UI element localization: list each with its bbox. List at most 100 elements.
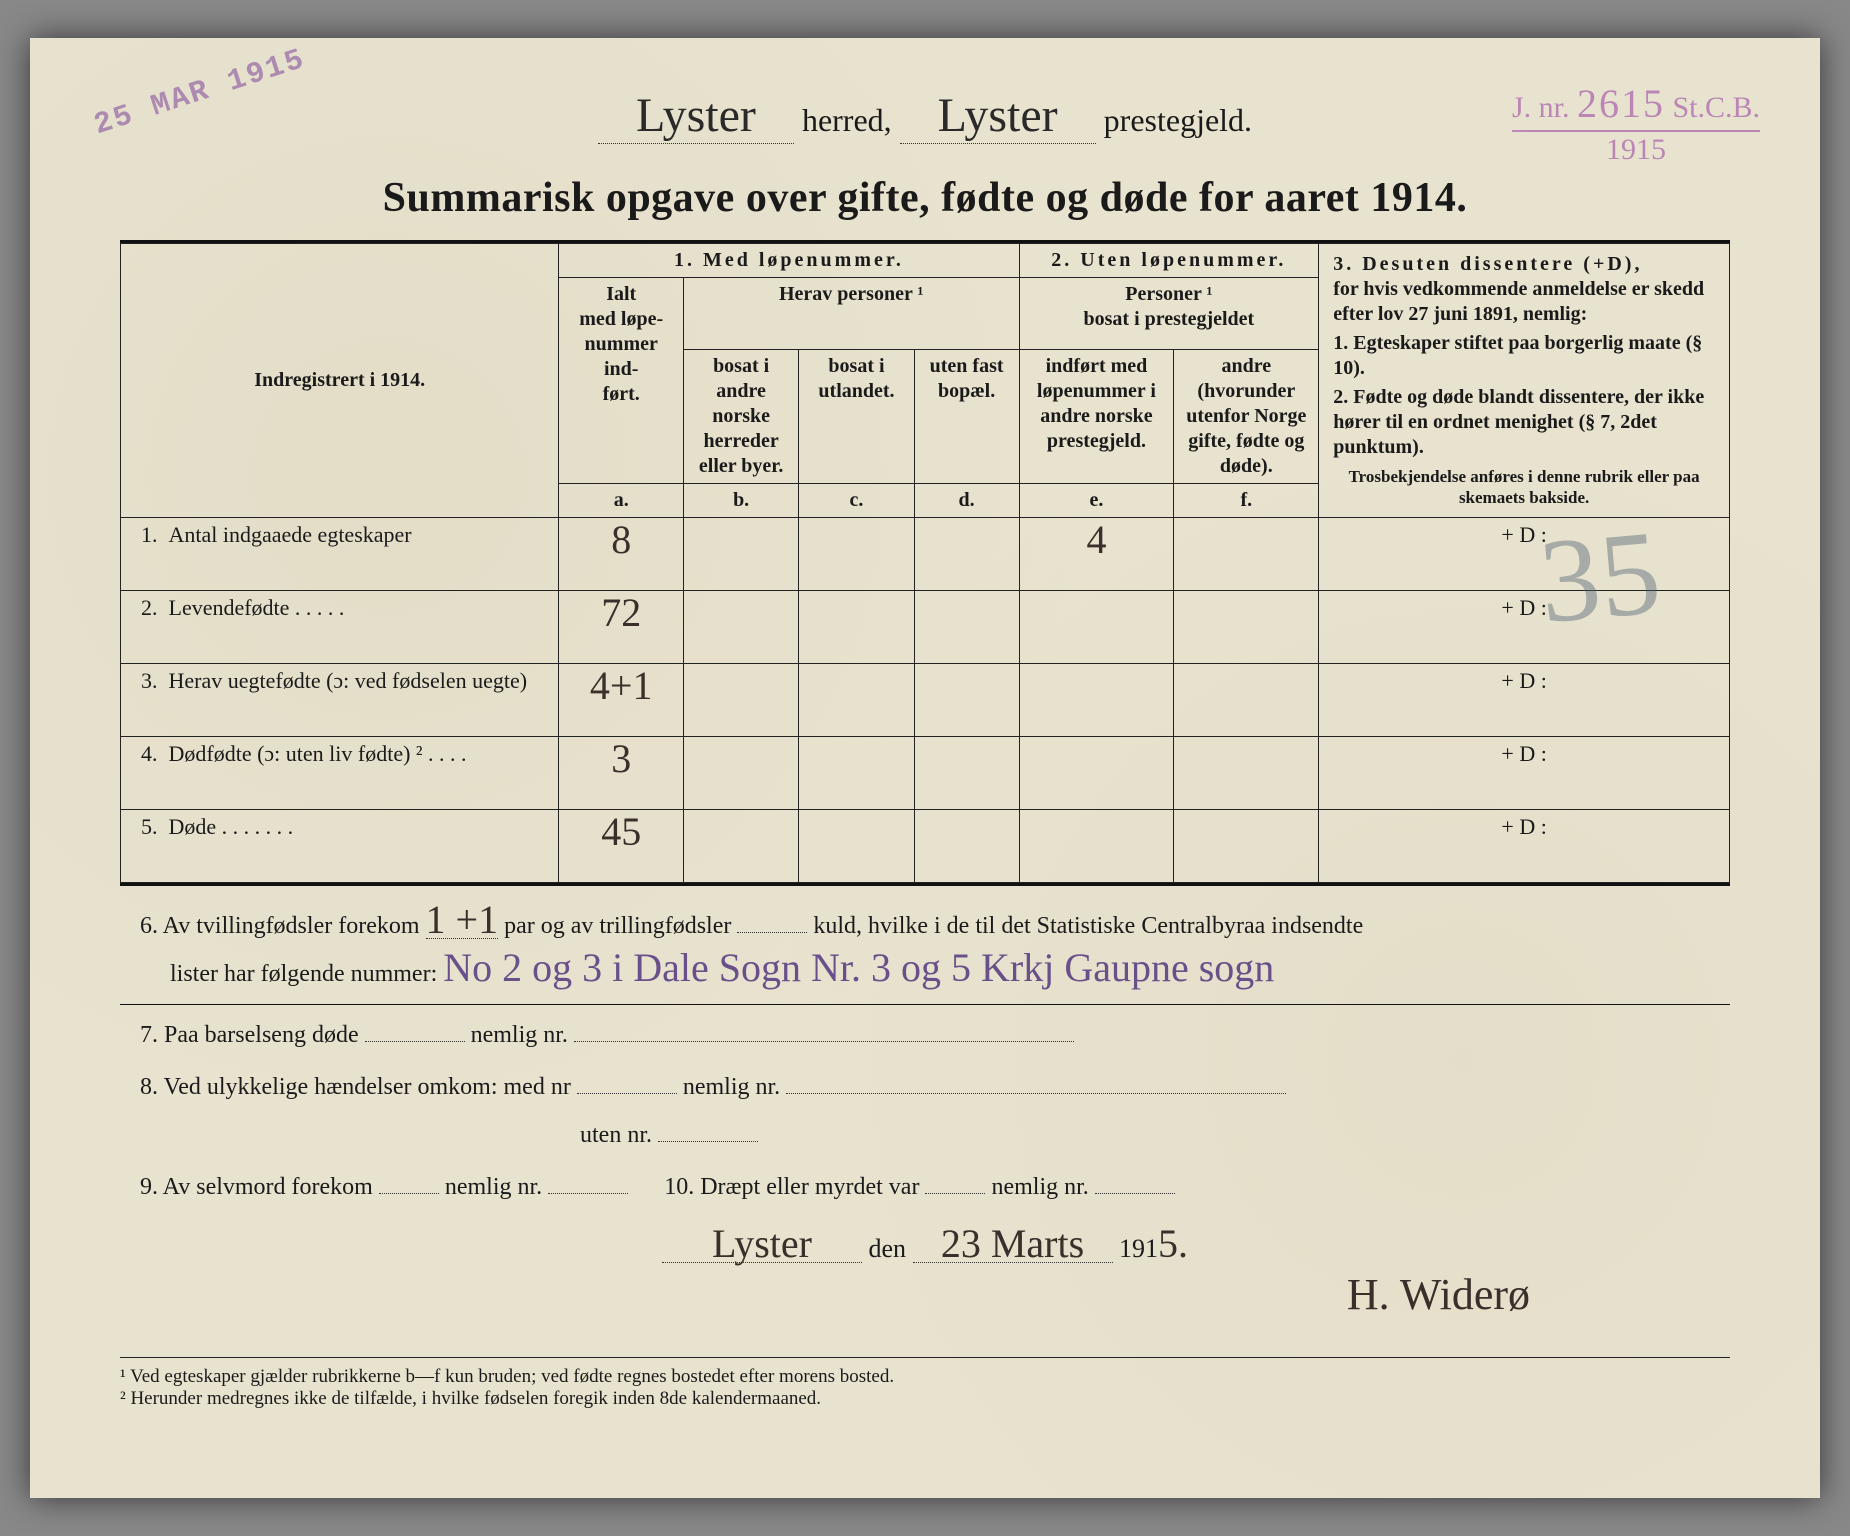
col-letter-a: a. xyxy=(559,483,684,517)
jnr-number: 2615 xyxy=(1577,81,1665,126)
prestegjeld-label: prestegjeld. xyxy=(1104,102,1252,138)
cell-a: 4+1 xyxy=(559,663,684,736)
q8: 8. Ved ulykkelige hændelser omkom: med n… xyxy=(120,1061,1730,1161)
col-herav: Herav personer ¹ xyxy=(683,278,1019,350)
herred-value: Lyster xyxy=(598,88,794,144)
col3-item1: 1. Egteskaper stiftet paa borgerlig maat… xyxy=(1333,331,1715,381)
col3-title: 3. Desuten dissentere (+D), xyxy=(1333,253,1642,275)
footnote-1: ¹ Ved egteskaper gjælder rubrikkerne b—f… xyxy=(120,1366,1730,1388)
cell-d xyxy=(914,517,1019,590)
sig-date: 23 Marts xyxy=(913,1226,1113,1263)
q9-q10: 9. Av selvmord forekom nemlig nr. 10. Dr… xyxy=(120,1161,1730,1213)
cell-e xyxy=(1019,809,1174,882)
q6-mid2: kuld, hvilke i de til det Statistiske Ce… xyxy=(813,913,1363,939)
cell-g: + D : xyxy=(1319,809,1730,882)
cell-a: 45 xyxy=(559,809,684,882)
document-title: Summarisk opgave over gifte, fødte og dø… xyxy=(120,174,1730,222)
q8-text: 8. Ved ulykkelige hændelser omkom: med n… xyxy=(140,1074,571,1100)
q6-handwritten: No 2 og 3 i Dale Sogn Nr. 3 og 5 Krkj Ga… xyxy=(443,945,1274,990)
sig-year-hw: 5. xyxy=(1158,1221,1188,1266)
cell-g: + D : xyxy=(1319,663,1730,736)
row-label: 1. Antal indgaaede egteskaper xyxy=(121,517,559,590)
cell-c xyxy=(799,736,914,809)
col3-small: Trosbekjendelse anføres i denne rubrik e… xyxy=(1333,466,1715,509)
cell-d xyxy=(914,590,1019,663)
col-ialt: Ialt med løpe- nummer ind- ført. xyxy=(559,278,684,484)
cell-b xyxy=(683,809,798,882)
jnr-year: 1915 xyxy=(1512,132,1760,168)
mid-rule xyxy=(120,883,1730,886)
cell-e xyxy=(1019,590,1174,663)
col-d: uten fast bopæl. xyxy=(914,349,1019,483)
col1-header: 1. Med løpenummer. xyxy=(559,244,1019,278)
col2-sub: Personer ¹ bosat i prestegjeldet xyxy=(1019,278,1319,350)
lower-questions: 6. Av tvillingfødsler forekom 1 +1 par o… xyxy=(120,900,1730,1327)
herred-label: herred, xyxy=(802,102,892,138)
footnote-2: ² Herunder medregnes ikke de tilfælde, i… xyxy=(120,1388,1730,1410)
col-c: bosat i utlandet. xyxy=(799,349,914,483)
cell-f xyxy=(1174,663,1319,736)
document-page: 25 MAR 1915 J. nr. 2615 St.C.B. 1915 Lys… xyxy=(30,38,1820,1498)
cell-c xyxy=(799,517,914,590)
col-letter-e: e. xyxy=(1019,483,1174,517)
q7-mid: nemlig nr. xyxy=(471,1022,568,1048)
q7: 7. Paa barselseng døde nemlig nr. xyxy=(120,1009,1730,1061)
q9-text: 9. Av selvmord forekom xyxy=(140,1174,373,1200)
cell-f xyxy=(1174,809,1319,882)
q10-text: 10. Dræpt eller myrdet var xyxy=(664,1174,919,1200)
cell-g: + D : xyxy=(1319,590,1730,663)
cell-e xyxy=(1019,663,1174,736)
cell-c xyxy=(799,590,914,663)
col-letter-d: d. xyxy=(914,483,1019,517)
row-label: 4. Dødfødte (ɔ: uten liv fødte) ² . . . … xyxy=(121,736,559,809)
signature-line: Lyster den 23 Marts 1915. H. Widerø xyxy=(120,1223,1730,1327)
q6-val2 xyxy=(737,932,807,933)
jnr-label: J. nr. xyxy=(1512,91,1570,124)
cell-d xyxy=(914,663,1019,736)
cell-g: + D : xyxy=(1319,517,1730,590)
sig-year-prefix: 191 xyxy=(1119,1234,1158,1263)
q10-mid: nemlig nr. xyxy=(991,1174,1088,1200)
sig-place: Lyster xyxy=(662,1226,862,1263)
col-f: andre (hvorunder utenfor Norge gifte, fø… xyxy=(1174,349,1319,483)
q6: 6. Av tvillingfødsler forekom 1 +1 par o… xyxy=(120,900,1730,1000)
cell-f xyxy=(1174,736,1319,809)
q8-line2: uten nr. xyxy=(580,1122,652,1148)
cell-b xyxy=(683,736,798,809)
q8-mid: nemlig nr. xyxy=(683,1074,780,1100)
cell-b xyxy=(683,517,798,590)
row-label: 2. Levendefødte . . . . . xyxy=(121,590,559,663)
table-row: 5. Døde . . . . . . .45 + D : xyxy=(121,809,1730,882)
q7-text: 7. Paa barselseng døde xyxy=(140,1022,359,1048)
row-label: 3. Herav uegtefødte (ɔ: ved fødselen ueg… xyxy=(121,663,559,736)
cell-d xyxy=(914,736,1019,809)
journal-number-stamp: J. nr. 2615 St.C.B. 1915 xyxy=(1512,80,1760,168)
row-label: 5. Døde . . . . . . . xyxy=(121,809,559,882)
jnr-suffix: St.C.B. xyxy=(1672,91,1760,124)
cell-b xyxy=(683,590,798,663)
q9-mid: nemlig nr. xyxy=(445,1174,542,1200)
q6-val1: 1 +1 xyxy=(426,902,499,939)
q6-line2-prefix: lister har følgende nummer: xyxy=(170,961,437,987)
cell-g: + D : xyxy=(1319,736,1730,809)
cell-a: 8 xyxy=(559,517,684,590)
cell-f xyxy=(1174,590,1319,663)
cell-b xyxy=(683,663,798,736)
cell-a: 3 xyxy=(559,736,684,809)
col-letter-b: b. xyxy=(683,483,798,517)
rowhead-label: Indregistrert i 1914. xyxy=(121,244,559,518)
col2-header: 2. Uten løpenummer. xyxy=(1019,244,1319,278)
cell-d xyxy=(914,809,1019,882)
table-row: 4. Dødfødte (ɔ: uten liv fødte) ² . . . … xyxy=(121,736,1730,809)
q6-prefix: 6. Av tvillingfødsler forekom xyxy=(140,913,420,939)
cell-c xyxy=(799,809,914,882)
cell-a: 72 xyxy=(559,590,684,663)
cell-e: 4 xyxy=(1019,517,1174,590)
main-table: Indregistrert i 1914. 1. Med løpenummer.… xyxy=(120,243,1730,883)
sig-den: den xyxy=(868,1234,906,1263)
col3-header: 3. Desuten dissentere (+D), for hvis ved… xyxy=(1319,244,1730,518)
signature: H. Widerø xyxy=(1347,1270,1530,1319)
cell-f xyxy=(1174,517,1319,590)
col-letter-f: f. xyxy=(1174,483,1319,517)
cell-e xyxy=(1019,736,1174,809)
